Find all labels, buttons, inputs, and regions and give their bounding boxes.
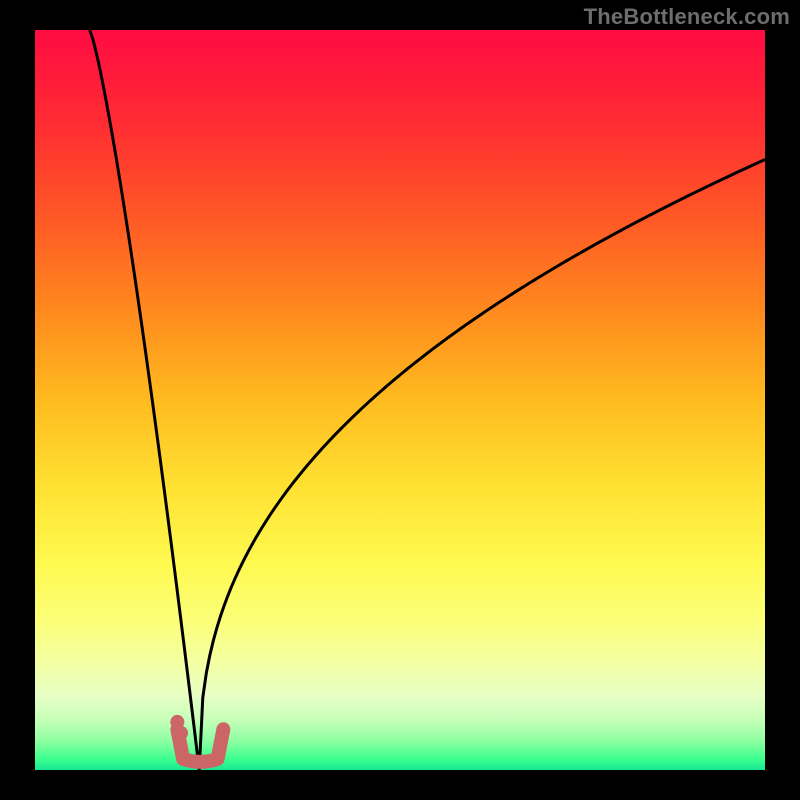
chart-canvas: TheBottleneck.com: [0, 0, 800, 800]
plot-background: [35, 30, 765, 770]
watermark-text: TheBottleneck.com: [584, 4, 790, 30]
bottleneck-chart-svg: [0, 0, 800, 800]
